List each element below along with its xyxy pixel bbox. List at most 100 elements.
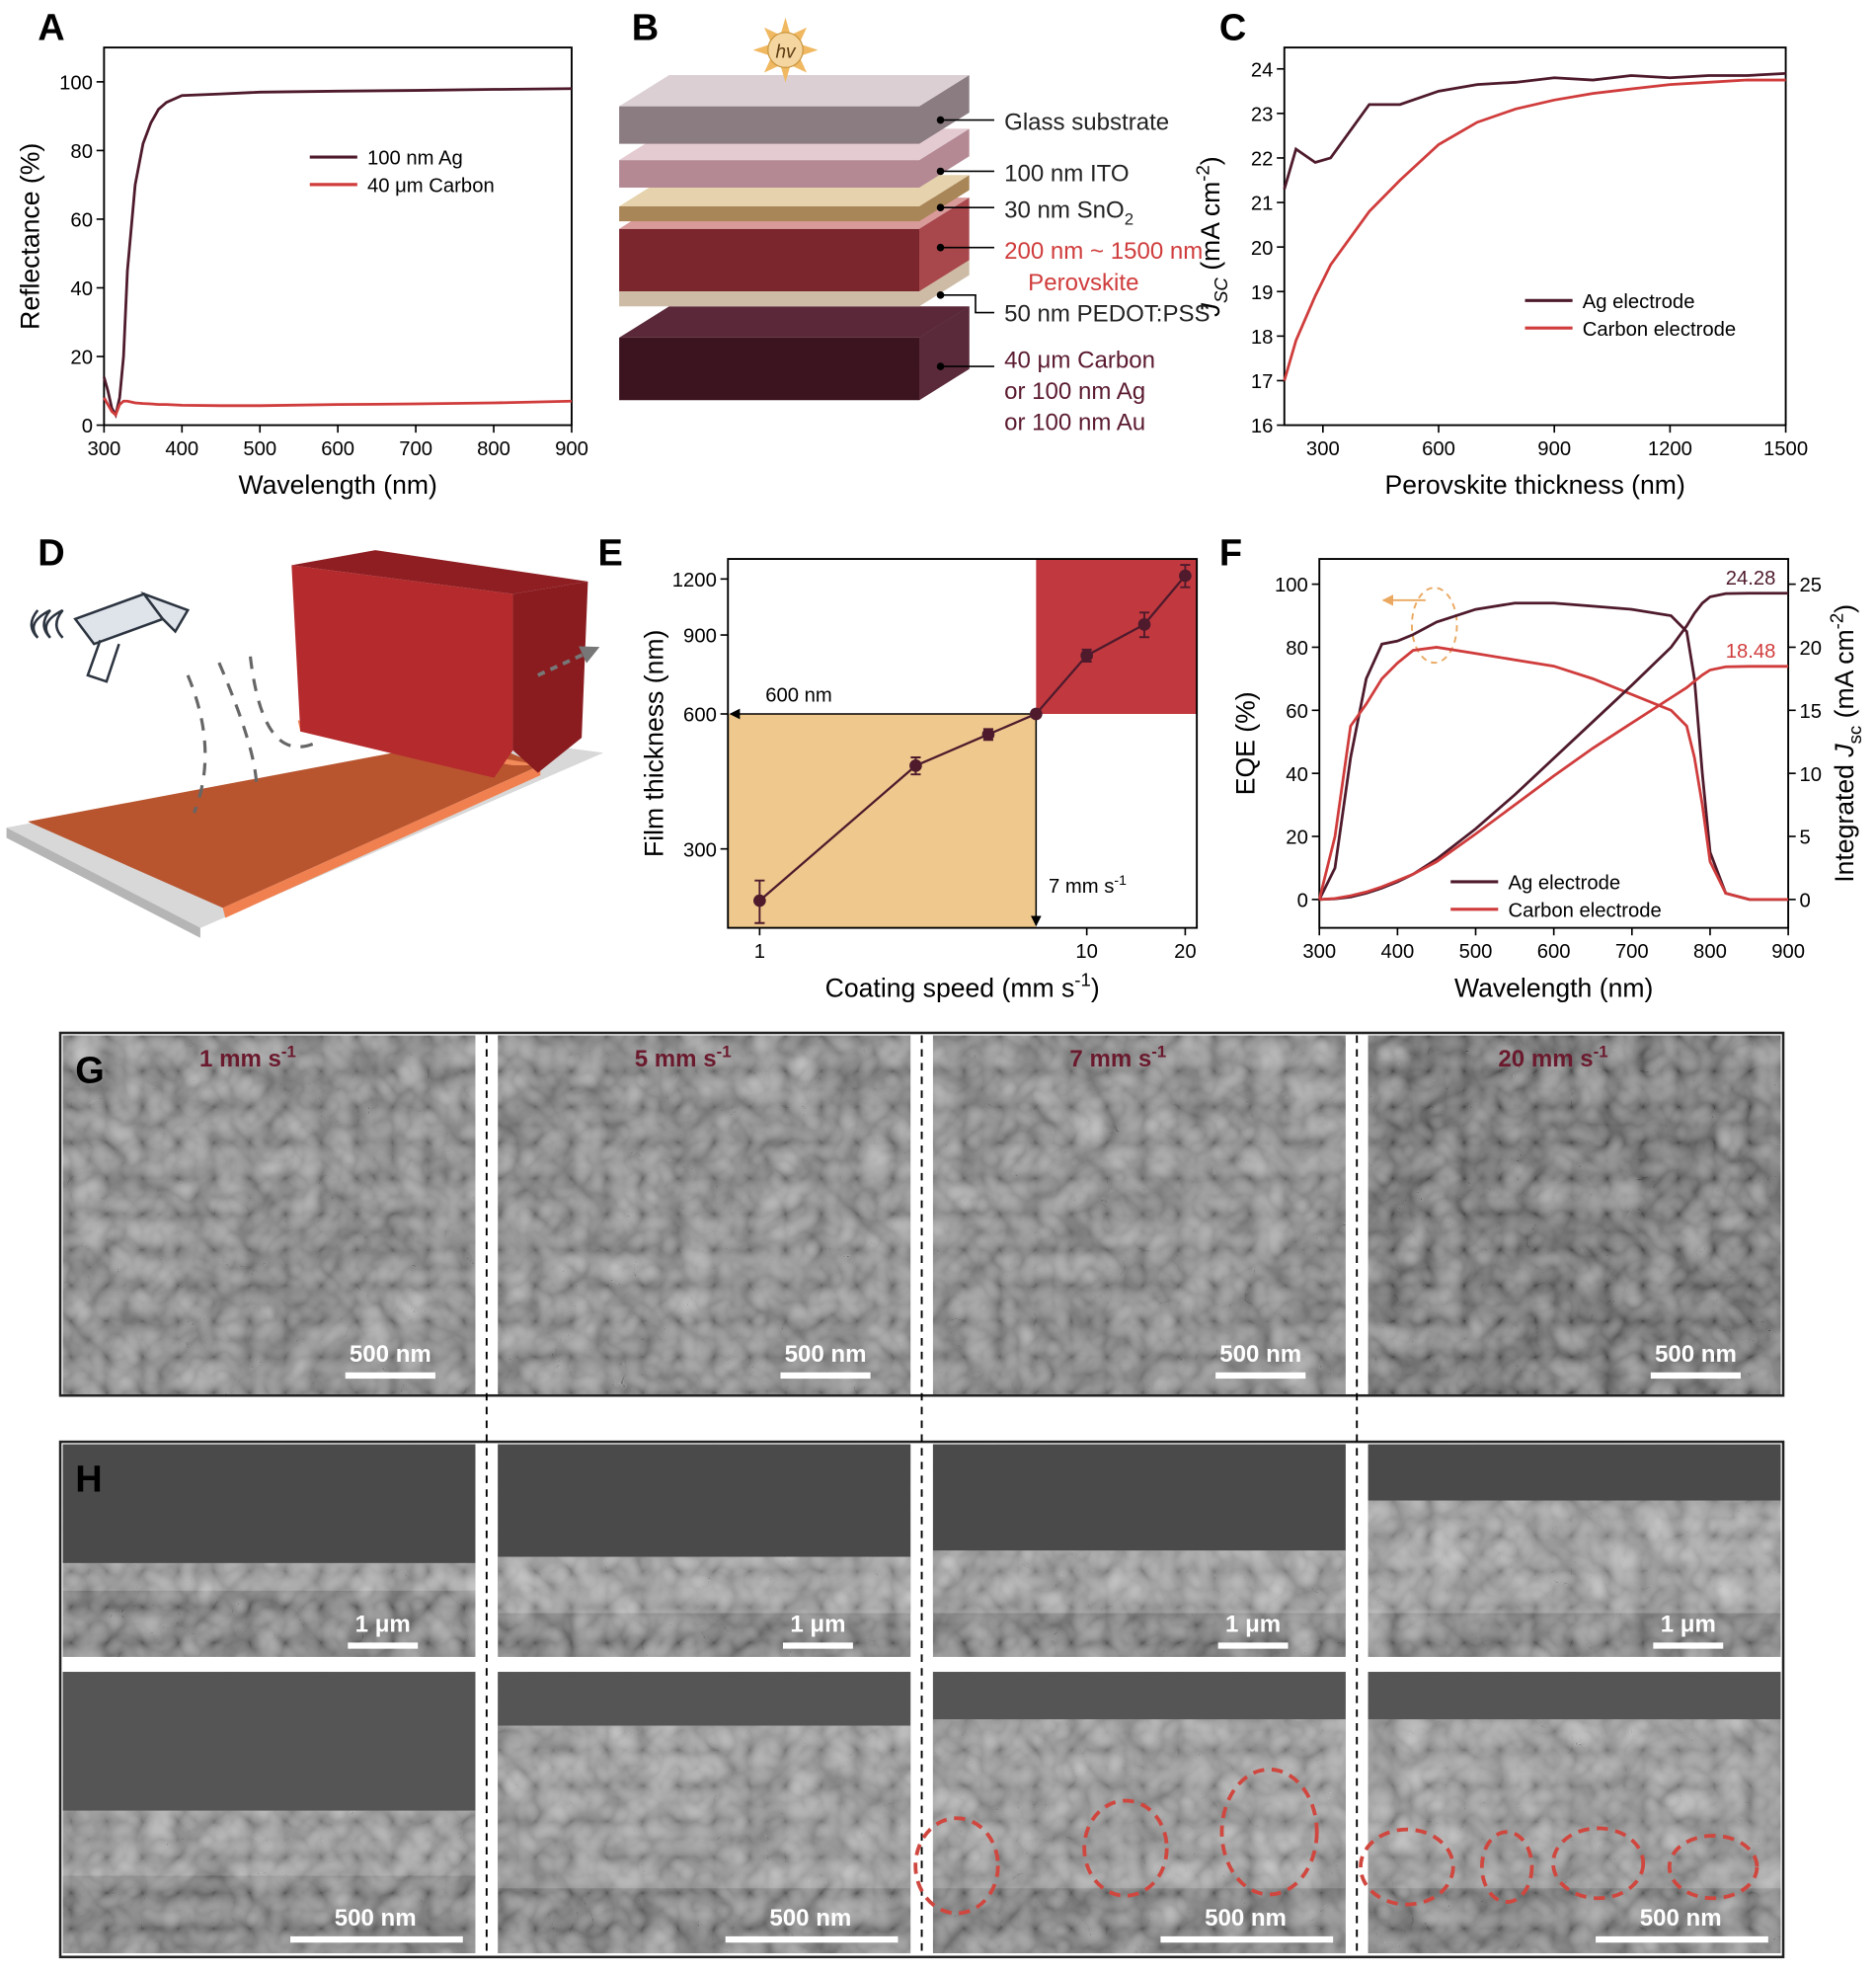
data-point xyxy=(909,759,922,772)
y-tick-label: 18 xyxy=(1251,327,1274,349)
speed-label-part: -1 xyxy=(717,1043,732,1062)
sem-vacuum xyxy=(498,1444,911,1557)
x-tick-label: 900 xyxy=(1537,438,1571,460)
layer-label: 100 nm ITO xyxy=(1004,161,1130,188)
motion-arrow xyxy=(536,646,600,677)
scale-bar-label: 500 nm xyxy=(1205,1905,1287,1932)
y-tick-label: 80 xyxy=(1286,638,1308,660)
y2-tick-label: 25 xyxy=(1800,575,1823,596)
y-tick-label: 0 xyxy=(1297,890,1308,911)
y-axis-title-part: ) xyxy=(1196,156,1225,165)
x-tick-label: 1 xyxy=(754,941,765,963)
x-tick-label: 600 xyxy=(1537,941,1571,963)
x-axis-title: Wavelength (nm) xyxy=(1454,973,1653,1002)
sem-vacuum xyxy=(932,1672,1346,1720)
legend-label: Ag electrode xyxy=(1583,291,1695,313)
legend-label: 40 μm Carbon xyxy=(367,175,495,197)
sem-top-view xyxy=(62,1035,476,1394)
carbon-top xyxy=(619,306,970,338)
speed-label: 20 mm s-1 xyxy=(1498,1043,1607,1073)
y-tick-label: 20 xyxy=(1251,238,1274,260)
end-label: 24.28 xyxy=(1726,568,1776,590)
line-series xyxy=(103,397,572,418)
carbon-layer xyxy=(619,306,970,401)
speed-label: 7 mm s-1 xyxy=(1069,1043,1166,1073)
data-point xyxy=(981,728,995,742)
sem-vacuum xyxy=(932,1444,1346,1551)
legend-label: Carbon electrode xyxy=(1583,319,1736,341)
line-series xyxy=(1317,646,1789,902)
sem-film xyxy=(932,1550,1346,1614)
y-tick-label: 40 xyxy=(1286,764,1308,786)
y2-axis-title-part: -2 xyxy=(1826,613,1846,630)
panel-label: H xyxy=(75,1459,102,1501)
glass-top xyxy=(619,74,970,107)
y2-axis-title-part: (mA cm xyxy=(1830,629,1859,725)
y2-axis-title-part: J xyxy=(1830,744,1859,758)
x-tick-label: 900 xyxy=(555,438,588,460)
end-label: 18.48 xyxy=(1726,641,1776,663)
x-tick-label: 800 xyxy=(477,438,510,460)
y-tick-label: 600 xyxy=(683,705,717,727)
panel-label: D xyxy=(38,532,64,574)
x-tick-label: 900 xyxy=(1771,941,1805,963)
y-tick-label: 300 xyxy=(683,839,717,861)
blade-side xyxy=(512,581,588,773)
y-tick-label: 100 xyxy=(59,72,93,94)
x-tick-label: 300 xyxy=(1306,438,1340,460)
layer-label: or 100 nm Au xyxy=(1004,410,1145,436)
y-tick-label: 23 xyxy=(1251,104,1274,125)
y2-axis-title-part: ) xyxy=(1830,604,1859,613)
x-tick-label: 1500 xyxy=(1763,438,1808,460)
sun xyxy=(767,32,804,69)
y-axis-title: JSC (mA cm-2) xyxy=(1192,156,1231,317)
sem-vacuum xyxy=(1368,1444,1781,1501)
plot-frame xyxy=(727,558,1199,929)
x-tick-label: 600 xyxy=(321,438,354,460)
y2-tick-label: 10 xyxy=(1800,764,1823,786)
leader-dots xyxy=(936,116,945,370)
perovskite-layer xyxy=(619,228,920,292)
chart: 300 600 900 1200 1500 16 17 18 19 20 21 22 23 24 Perov… xyxy=(1192,8,1808,501)
line-series xyxy=(1319,592,1789,902)
film-edge xyxy=(222,764,541,918)
scale-bar-label: 500 nm xyxy=(769,1905,851,1932)
line-series xyxy=(1317,601,1789,902)
layer-stack xyxy=(619,17,994,401)
chart: 600 nm7 mm s-11 10 203006009001200Coating … xyxy=(598,532,1199,1002)
data-point xyxy=(1179,569,1192,583)
scale-bar-label: 500 nm xyxy=(335,1905,417,1932)
y2-tick-label: 0 xyxy=(1800,890,1811,911)
y-tick-label: 20 xyxy=(1286,828,1308,849)
y2-tick-label: 15 xyxy=(1800,701,1823,723)
x-tick-label: 400 xyxy=(165,438,198,460)
y-axis-title-part: SC xyxy=(1211,277,1231,303)
speed-label-part: -1 xyxy=(281,1043,296,1062)
spray-lines xyxy=(186,656,314,814)
blade-front xyxy=(291,565,513,778)
scale-bar-label: 500 nm xyxy=(785,1341,867,1368)
y-tick-label: 1200 xyxy=(672,570,717,592)
reference-label-part: -1 xyxy=(1114,873,1127,889)
layer-label: 200 nm ~ 1500 nm xyxy=(1004,238,1203,265)
layer-label: 40 μm Carbon xyxy=(1004,347,1155,373)
x-tick-label: 1200 xyxy=(1648,438,1692,460)
panel-label: G xyxy=(75,1051,105,1092)
plot-frame xyxy=(103,46,573,427)
x-tick-label: 500 xyxy=(243,438,276,460)
scale-bar-label: 1 μm xyxy=(1225,1612,1281,1638)
y-tick-label: 20 xyxy=(70,348,93,369)
sem-top-view xyxy=(932,1035,1346,1394)
y-tick-label: 60 xyxy=(1286,701,1308,723)
layer-label: Glass substrate xyxy=(1004,110,1169,136)
y-axis-title: Film thickness (nm) xyxy=(639,630,668,857)
y2-axis-title-part: sc xyxy=(1844,726,1865,745)
y-axis-title-part: J xyxy=(1196,302,1225,317)
layer-label-part: 30 nm SnO xyxy=(1004,197,1125,223)
speed-label: 1 mm s-1 xyxy=(199,1043,296,1073)
reference-label-part: 7 mm s xyxy=(1049,876,1114,898)
speed-label: 5 mm s-1 xyxy=(635,1043,732,1073)
f-annotation xyxy=(1381,587,1458,665)
sem-vacuum xyxy=(62,1444,476,1563)
